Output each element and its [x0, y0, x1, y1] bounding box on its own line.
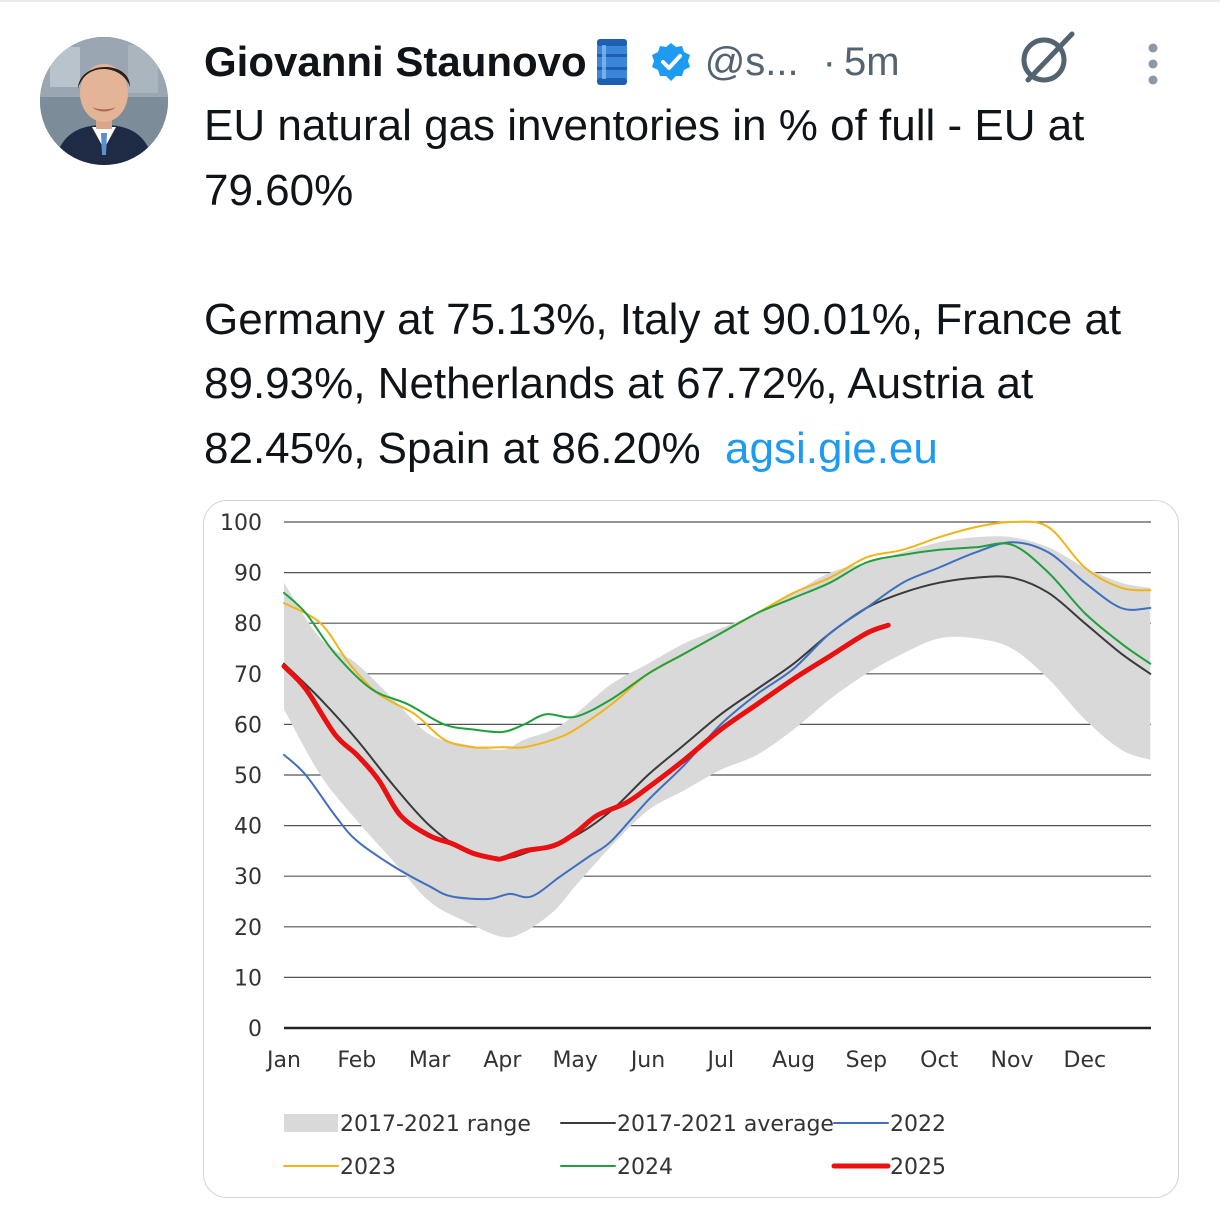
y-tick-label-30: 30: [234, 865, 262, 890]
x-tick-label-jan: Jan: [265, 1048, 301, 1073]
x-tick-label-mar: Mar: [409, 1048, 451, 1073]
x-tick-label-sep: Sep: [846, 1048, 887, 1073]
y-tick-label-70: 70: [234, 663, 262, 688]
series-group: [281, 520, 1152, 901]
chart-card[interactable]: 0 10 20 30 40 50 60 70 80 90 100 Jan Feb Mar Apr May Ju…: [203, 500, 1179, 1198]
tweet-time[interactable]: 5m: [843, 39, 900, 84]
series-line-avg: [283, 575, 1152, 860]
avatar[interactable]: [40, 37, 168, 165]
legend-label-1: 2017-2021 average: [617, 1112, 834, 1137]
top-divider: [0, 0, 1220, 2]
range-band: [284, 536, 1151, 938]
y-tick-label-60: 60: [234, 713, 262, 738]
y-tick-label-90: 90: [234, 562, 262, 587]
gas-storage-chart: 0 10 20 30 40 50 60 70 80 90 100 Jan Feb Mar Apr May Ju…: [220, 511, 1152, 1180]
x-axis-labels: Jan Feb Mar Apr May Jun Jul Aug Sep Oct Nov Dec: [265, 1048, 1106, 1073]
y-tick-label-0: 0: [248, 1017, 262, 1042]
series-line-s2024: [283, 542, 1152, 734]
y-tick-label-100: 100: [220, 511, 262, 536]
tweet-text-line-1: EU natural gas inventories in % of full …: [204, 101, 1097, 215]
x-tick-label-aug: Aug: [772, 1048, 815, 1073]
y-tick-label-20: 20: [234, 916, 262, 941]
x-tick-label-oct: Oct: [920, 1048, 958, 1073]
legend-swatch-range: [284, 1114, 338, 1132]
chart-legend: 2017-2021 range 2017-2021 average 2022 2023…: [283, 1112, 946, 1180]
x-tick-label-dec: Dec: [1064, 1048, 1107, 1073]
tweet-text: EU natural gas inventories in % of full …: [204, 94, 1204, 481]
legend-label-3: 2023: [340, 1155, 396, 1180]
header-separator: ·: [822, 39, 836, 84]
author-handle[interactable]: @s...: [704, 39, 799, 84]
x-tick-label-jun: Jun: [629, 1048, 665, 1073]
legend-label-2: 2022: [890, 1112, 946, 1137]
tweet-text-line-2: Germany at 75.13%, Italy at 90.01%, Fran…: [204, 288, 1204, 482]
legend-label-5: 2025: [890, 1155, 946, 1180]
y-tick-label-40: 40: [234, 815, 262, 840]
legend-label-0: 2017-2021 range: [340, 1112, 531, 1137]
y-tick-label-10: 10: [234, 966, 262, 991]
x-tick-label-may: May: [552, 1048, 597, 1073]
oil-barrel-icon: [595, 37, 629, 87]
x-tick-label-nov: Nov: [991, 1048, 1034, 1073]
x-tick-label-apr: Apr: [483, 1048, 522, 1073]
series-line-s2022: [283, 541, 1152, 901]
legend-label-4: 2024: [617, 1155, 673, 1180]
tweet-text-line-2-body: Germany at 75.13%, Italy at 90.01%, Fran…: [204, 294, 1134, 473]
y-tick-label-80: 80: [234, 612, 262, 637]
series-line-s2025: [281, 622, 891, 862]
tweet-header: Giovanni Staunovo @s... · 5m: [204, 30, 900, 94]
y-tick-label-50: 50: [234, 764, 262, 789]
verified-badge-icon[interactable]: [651, 42, 691, 82]
avatar-picture: [40, 37, 168, 165]
source-link[interactable]: agsi.gie.eu: [725, 423, 938, 473]
y-axis-labels: 0 10 20 30 40 50 60 70 80 90 100: [220, 511, 262, 1042]
more-options-icon[interactable]: [1138, 40, 1168, 88]
author-name[interactable]: Giovanni Staunovo: [204, 38, 587, 85]
x-tick-label-feb: Feb: [337, 1048, 376, 1073]
range-band-group: [284, 536, 1151, 938]
grok-icon[interactable]: [1018, 28, 1078, 88]
x-tick-label-jul: Jul: [706, 1048, 735, 1073]
